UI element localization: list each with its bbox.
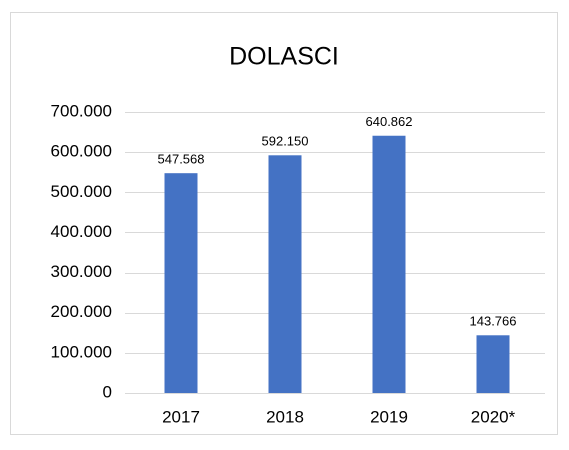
y-tick-label: 600.000	[51, 142, 112, 161]
y-tick-label: 100.000	[51, 342, 112, 361]
y-tick-label: 700.000	[51, 101, 112, 120]
bar	[268, 155, 302, 393]
x-tick-label: 2017	[162, 407, 200, 426]
y-tick-label: 500.000	[51, 182, 112, 201]
x-tick-label: 2020*	[471, 407, 516, 426]
y-tick-label: 0	[103, 382, 112, 401]
bar	[372, 135, 406, 393]
y-tick-label: 200.000	[51, 302, 112, 321]
data-label: 547.568	[158, 152, 205, 167]
bar	[164, 173, 198, 393]
x-tick-label: 2018	[266, 407, 304, 426]
bar	[476, 335, 510, 393]
data-label: 592.150	[262, 134, 309, 149]
data-label: 640.862	[366, 114, 413, 129]
y-tick-label: 400.000	[51, 222, 112, 241]
x-tick-label: 2019	[370, 407, 408, 426]
chart-title: DOLASCI	[229, 43, 339, 71]
data-label: 143.766	[470, 314, 517, 329]
y-tick-label: 300.000	[51, 262, 112, 281]
